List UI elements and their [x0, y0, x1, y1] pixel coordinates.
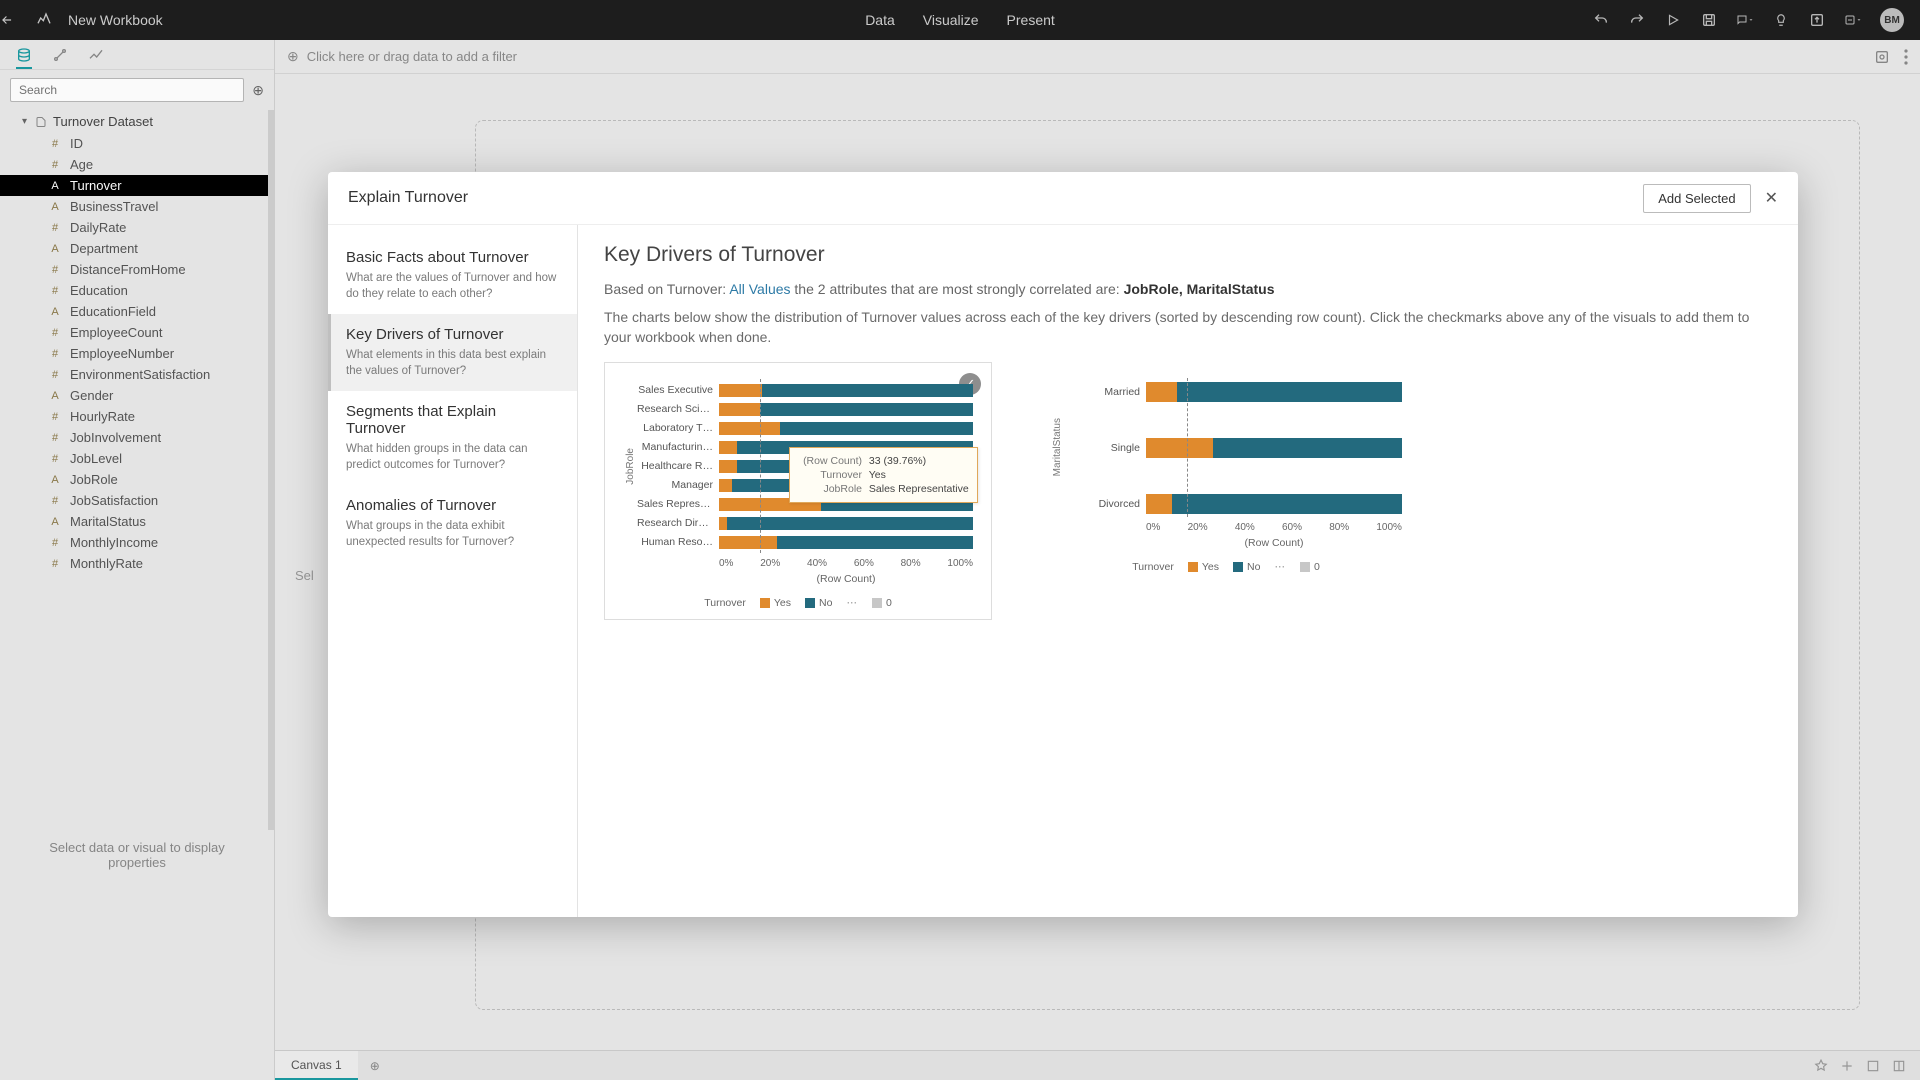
- bar-category-label: Laboratory T…: [637, 419, 713, 438]
- axis-tick: 40%: [1235, 522, 1255, 533]
- chart2-legend: Turnover Yes No ⋯ 0: [1050, 561, 1402, 573]
- chart-jobrole[interactable]: ✓ JobRole Sales ExecutiveResearch Scie…L…: [604, 362, 992, 620]
- axis-tick: 0%: [719, 558, 733, 569]
- reference-line: [1187, 378, 1188, 517]
- close-icon[interactable]: ✕: [1765, 188, 1778, 208]
- axis-tick: 60%: [854, 558, 874, 569]
- bar-category-label: Manager: [637, 476, 713, 495]
- nav-item[interactable]: Segments that Explain Turnover What hidde…: [328, 391, 577, 485]
- reference-line: [760, 379, 761, 553]
- nav-item-title: Key Drivers of Turnover: [346, 326, 559, 343]
- bar-category-label: Human Reso…: [637, 533, 713, 552]
- content-lead: Based on Turnover: All Values the 2 attr…: [604, 281, 1772, 297]
- axis-tick: 80%: [1329, 522, 1349, 533]
- values-link[interactable]: All Values: [729, 281, 790, 297]
- chart2-xlabel: (Row Count): [1050, 537, 1402, 549]
- nav-item-desc: What are the values of Turnover and how …: [346, 271, 559, 302]
- axis-tick: 100%: [1376, 522, 1402, 533]
- nav-item-title: Anomalies of Turnover: [346, 497, 559, 514]
- bar-row[interactable]: [1146, 492, 1402, 516]
- bar-category-label: Manufacturin…: [637, 438, 713, 457]
- content-heading: Key Drivers of Turnover: [604, 243, 1772, 267]
- bar-row[interactable]: [1146, 380, 1402, 404]
- bar-category-label: Research Scie…: [637, 400, 713, 419]
- axis-tick: 60%: [1282, 522, 1302, 533]
- bar-row[interactable]: [719, 381, 973, 400]
- bar-row[interactable]: [719, 419, 973, 438]
- nav-item-desc: What hidden groups in the data can predi…: [346, 442, 559, 473]
- nav-item-desc: What groups in the data exhibit unexpect…: [346, 519, 559, 550]
- axis-tick: 0%: [1146, 522, 1160, 533]
- chart2-yaxis: MaritalStatus: [1052, 418, 1063, 476]
- axis-tick: 20%: [1188, 522, 1208, 533]
- modal-nav: Basic Facts about Turnover What are the v…: [328, 225, 578, 917]
- nav-item-title: Basic Facts about Turnover: [346, 249, 559, 266]
- modal-content: Key Drivers of Turnover Based on Turnove…: [578, 225, 1798, 917]
- axis-tick: 40%: [807, 558, 827, 569]
- nav-item[interactable]: Basic Facts about Turnover What are the v…: [328, 237, 577, 314]
- chart1-xlabel: (Row Count): [623, 573, 973, 585]
- bar-row[interactable]: [719, 514, 973, 533]
- axis-tick: 20%: [760, 558, 780, 569]
- nav-item[interactable]: Anomalies of Turnover What groups in the …: [328, 485, 577, 562]
- chart-tooltip: (Row Count) 33 (39.76%)Turnover YesJobRo…: [789, 447, 978, 504]
- axis-tick: 80%: [901, 558, 921, 569]
- bar-category-label: Married: [1064, 380, 1140, 404]
- bar-category-label: Sales Executive: [637, 381, 713, 400]
- add-selected-button[interactable]: Add Selected: [1643, 184, 1750, 213]
- bar-row[interactable]: [719, 400, 973, 419]
- modal-title: Explain Turnover: [348, 189, 468, 207]
- bar-row[interactable]: [1146, 436, 1402, 460]
- axis-tick: 100%: [947, 558, 973, 569]
- bar-category-label: Research Dire…: [637, 514, 713, 533]
- nav-item[interactable]: Key Drivers of Turnover What elements in …: [328, 314, 577, 391]
- chart1-legend: Turnover Yes No ⋯ 0: [623, 597, 973, 609]
- chart1-yaxis: JobRole: [625, 448, 636, 485]
- nav-item-desc: What elements in this data best explain …: [346, 348, 559, 379]
- bar-category-label: Sales Represe…: [637, 495, 713, 514]
- bar-category-label: Healthcare R…: [637, 457, 713, 476]
- nav-item-title: Segments that Explain Turnover: [346, 403, 559, 437]
- explain-modal: Explain Turnover Add Selected ✕ Basic Fa…: [328, 172, 1798, 917]
- chart-maritalstatus[interactable]: MaritalStatus Married Single Divorced 0% 20…: [1032, 362, 1420, 583]
- bar-row[interactable]: [719, 533, 973, 552]
- content-desc: The charts below show the distribution o…: [604, 307, 1754, 348]
- bar-category-label: Single: [1064, 436, 1140, 460]
- bar-category-label: Divorced: [1064, 492, 1140, 516]
